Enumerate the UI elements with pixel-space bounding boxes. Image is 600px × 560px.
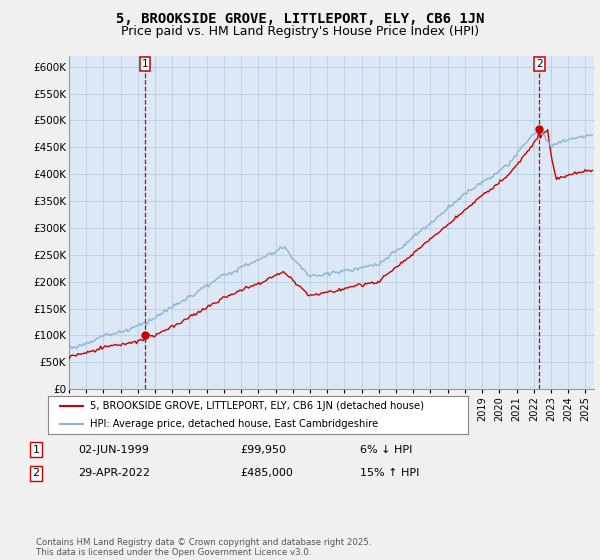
- Text: 2: 2: [32, 468, 40, 478]
- Text: £485,000: £485,000: [240, 468, 293, 478]
- Text: 6% ↓ HPI: 6% ↓ HPI: [360, 445, 412, 455]
- Text: 5, BROOKSIDE GROVE, LITTLEPORT, ELY, CB6 1JN: 5, BROOKSIDE GROVE, LITTLEPORT, ELY, CB6…: [116, 12, 484, 26]
- Text: 1: 1: [32, 445, 40, 455]
- Text: 2: 2: [536, 59, 543, 69]
- Text: Contains HM Land Registry data © Crown copyright and database right 2025.
This d: Contains HM Land Registry data © Crown c…: [36, 538, 371, 557]
- Text: HPI: Average price, detached house, East Cambridgeshire: HPI: Average price, detached house, East…: [90, 419, 378, 430]
- Text: 15% ↑ HPI: 15% ↑ HPI: [360, 468, 419, 478]
- Text: 5, BROOKSIDE GROVE, LITTLEPORT, ELY, CB6 1JN (detached house): 5, BROOKSIDE GROVE, LITTLEPORT, ELY, CB6…: [90, 401, 424, 411]
- Text: 29-APR-2022: 29-APR-2022: [78, 468, 150, 478]
- Text: Price paid vs. HM Land Registry's House Price Index (HPI): Price paid vs. HM Land Registry's House …: [121, 25, 479, 38]
- Text: 1: 1: [142, 59, 148, 69]
- Text: 02-JUN-1999: 02-JUN-1999: [78, 445, 149, 455]
- Text: £99,950: £99,950: [240, 445, 286, 455]
